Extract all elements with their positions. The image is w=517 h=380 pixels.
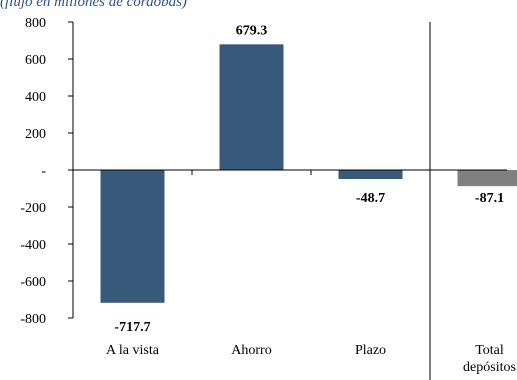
y-tick-label: 200 xyxy=(25,127,46,142)
category-label: Total xyxy=(475,343,504,358)
bar-a-la-vista xyxy=(100,170,165,303)
data-label: 679.3 xyxy=(236,23,268,38)
category-label: Plazo xyxy=(355,343,386,358)
data-label: -87.1 xyxy=(475,191,504,206)
bar-ahorro xyxy=(219,44,284,170)
bar-plazo xyxy=(338,170,403,180)
y-tick-label: -400 xyxy=(20,238,46,253)
data-labels-group: -717.7 679.3 -48.7 -87.1 xyxy=(114,23,504,334)
y-tick-label: -600 xyxy=(20,275,46,290)
bar-total-depósitos xyxy=(457,170,517,187)
x-axis xyxy=(73,22,507,380)
bars-group xyxy=(100,44,517,303)
y-tick-label: -800 xyxy=(20,312,46,327)
category-labels-group: A la vista Ahorro Plazo Total depósitos xyxy=(106,343,516,375)
category-label: depósitos xyxy=(463,360,516,375)
y-tick-label: 600 xyxy=(25,53,46,68)
y-axis: 800 600 400 200 - -200 -400 -600 -800 xyxy=(20,16,74,327)
chart-subtitle: (flujo en millones de córdobas) xyxy=(0,0,187,10)
y-tick-label: 400 xyxy=(25,90,46,105)
y-tick-label: -200 xyxy=(20,201,46,216)
y-tick-label: - xyxy=(41,164,46,179)
data-label: -717.7 xyxy=(114,320,150,335)
category-label: A la vista xyxy=(106,343,160,358)
y-tick-label: 800 xyxy=(25,16,46,31)
category-label: Ahorro xyxy=(231,343,271,358)
data-label: -48.7 xyxy=(356,191,385,206)
